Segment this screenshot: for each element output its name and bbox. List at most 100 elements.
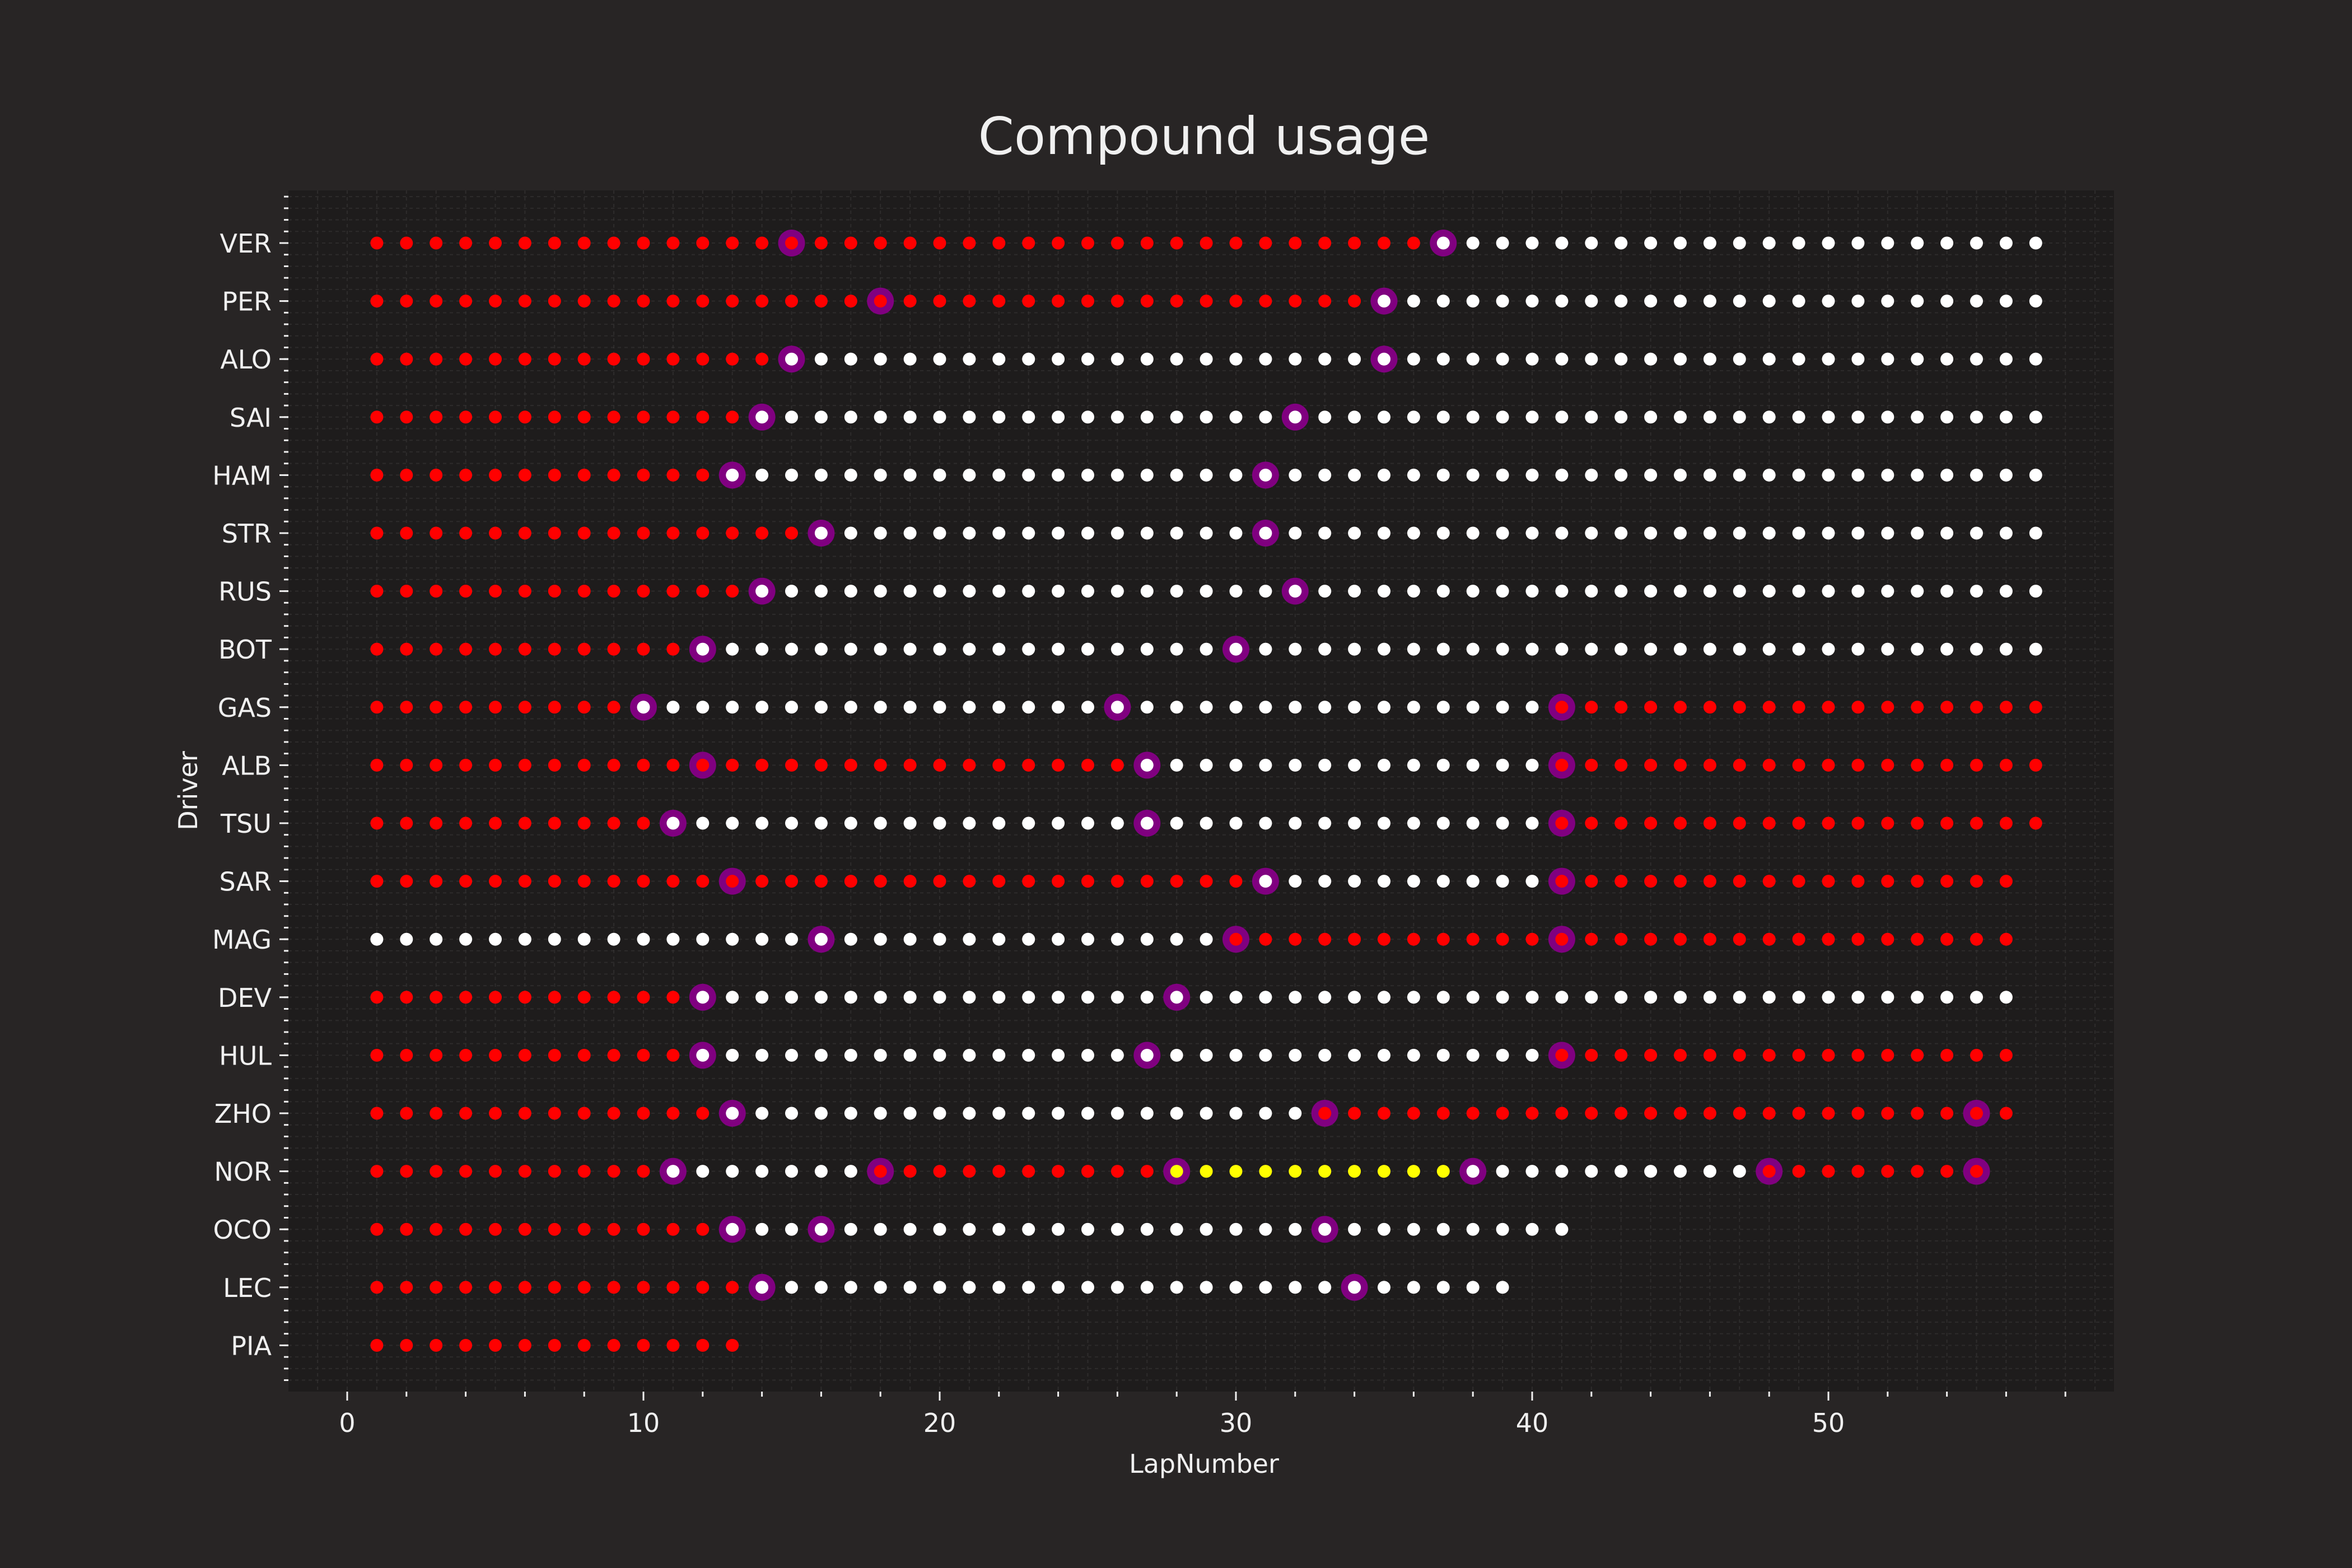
lap-point	[1911, 352, 1924, 366]
lap-point	[1851, 932, 1865, 946]
lap-point	[370, 1222, 384, 1236]
lap-point	[548, 295, 561, 308]
lap-point	[1851, 1165, 1865, 1178]
lap-point	[1733, 816, 1746, 830]
y-tick-label: NOR	[214, 1157, 272, 1187]
lap-point	[1110, 352, 1124, 366]
lap-point	[1229, 991, 1243, 1004]
lap-point	[1170, 526, 1183, 540]
lap-point	[637, 758, 650, 772]
lap-point	[1466, 991, 1480, 1004]
lap-point	[1318, 1165, 1332, 1178]
lap-point	[1940, 642, 1954, 656]
lap-point	[1348, 701, 1361, 714]
lap-point	[1940, 816, 1954, 830]
lap-point	[370, 1338, 384, 1352]
lap-point	[992, 526, 1006, 540]
lap-point	[814, 468, 828, 482]
lap-point	[1644, 758, 1658, 772]
lap-point	[1229, 1165, 1243, 1178]
lap-point	[1792, 875, 1805, 888]
lap-point	[785, 468, 798, 482]
lap-point	[726, 526, 739, 540]
lap-point	[548, 526, 561, 540]
lap-point	[607, 816, 620, 830]
lap-point	[1081, 758, 1094, 772]
lap-point	[1200, 585, 1213, 598]
lap-point	[726, 468, 739, 482]
lap-point	[1911, 236, 1924, 250]
lap-point	[1733, 526, 1746, 540]
lap-point	[755, 816, 769, 830]
lap-point	[1674, 701, 1687, 714]
lap-point	[1200, 1222, 1213, 1236]
lap-point	[1792, 1165, 1805, 1178]
lap-point	[548, 1281, 561, 1294]
lap-point	[963, 1222, 976, 1236]
lap-point	[1436, 816, 1450, 830]
lap-point	[1378, 932, 1390, 946]
lap-point	[992, 352, 1006, 366]
lap-point	[1881, 1107, 1894, 1120]
lap-point	[1259, 932, 1272, 946]
lap-point	[1200, 932, 1213, 946]
lap-point	[696, 758, 710, 772]
lap-point	[1022, 1107, 1035, 1120]
lap-point	[1466, 585, 1480, 598]
lap-point	[1318, 991, 1332, 1004]
lap-point	[1348, 816, 1361, 830]
lap-point	[1200, 526, 1213, 540]
lap-point	[1407, 875, 1420, 888]
lap-point	[1733, 991, 1746, 1004]
lap-point	[637, 642, 650, 656]
lap-point	[1466, 758, 1480, 772]
y-tick-label: PIA	[231, 1331, 272, 1361]
lap-point	[1822, 352, 1835, 366]
lap-point	[874, 875, 887, 888]
lap-point	[400, 758, 413, 772]
lap-point	[1052, 816, 1065, 830]
lap-point	[1703, 875, 1716, 888]
lap-point	[1229, 1281, 1243, 1294]
lap-point	[1555, 585, 1569, 598]
lap-point	[1081, 875, 1094, 888]
lap-point	[1170, 875, 1183, 888]
lap-point	[1585, 468, 1598, 482]
lap-point	[1911, 758, 1924, 772]
lap-point	[755, 352, 769, 366]
lap-point	[903, 585, 917, 598]
lap-point	[1674, 585, 1687, 598]
lap-point	[607, 1338, 620, 1352]
lap-point	[607, 1281, 620, 1294]
lap-point	[1555, 295, 1569, 308]
lap-point	[1348, 875, 1361, 888]
lap-point	[963, 410, 976, 424]
lap-point	[1200, 758, 1213, 772]
lap-point	[696, 295, 710, 308]
lap-point	[1585, 932, 1598, 946]
lap-point	[607, 758, 620, 772]
lap-point	[755, 410, 769, 424]
lap-point	[1555, 875, 1569, 888]
lap-point	[933, 526, 946, 540]
lap-point	[1970, 701, 1983, 714]
lap-point	[518, 1165, 531, 1178]
lap-point	[1466, 352, 1480, 366]
lap-point	[459, 816, 473, 830]
lap-point	[400, 991, 413, 1004]
lap-point	[400, 526, 413, 540]
lap-point	[666, 642, 680, 656]
lap-point	[1851, 701, 1865, 714]
lap-point	[1940, 991, 1954, 1004]
lap-point	[1674, 932, 1687, 946]
lap-point	[489, 352, 502, 366]
lap-point	[1318, 758, 1332, 772]
lap-point	[874, 758, 887, 772]
lap-point	[785, 758, 798, 772]
lap-point	[1644, 352, 1658, 366]
lap-point	[1999, 585, 2013, 598]
lap-point	[400, 642, 413, 656]
lap-point	[1170, 642, 1183, 656]
lap-point	[726, 701, 739, 714]
lap-point	[1466, 816, 1480, 830]
